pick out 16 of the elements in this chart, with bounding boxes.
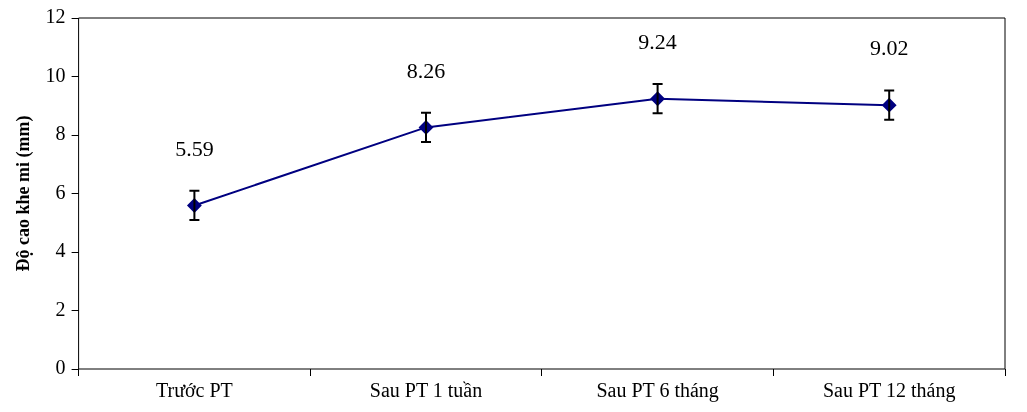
data-label: 9.02 — [869, 35, 909, 61]
y-tick-label: 2 — [55, 297, 66, 320]
y-tick-label: 4 — [55, 239, 66, 262]
x-tick-label: Sau PT 12 tháng — [822, 379, 956, 403]
x-tick-label: Sau PT 1 tuần — [369, 379, 483, 402]
data-label: 8.26 — [406, 57, 446, 83]
y-tick-label: 10 — [45, 63, 66, 86]
data-label: 9.24 — [638, 28, 677, 54]
y-tick-label: 6 — [55, 180, 66, 203]
data-label: 5.59 — [175, 135, 214, 161]
x-tick-label: Trước PT — [155, 379, 233, 402]
y-axis-title: Độ cao khe mi (mm) — [13, 115, 35, 272]
y-tick-label: 12 — [45, 5, 66, 28]
y-tick-label: 0 — [55, 356, 66, 379]
x-tick-label: Sau PT 6 tháng — [596, 379, 719, 403]
y-tick-label: 8 — [55, 122, 66, 145]
